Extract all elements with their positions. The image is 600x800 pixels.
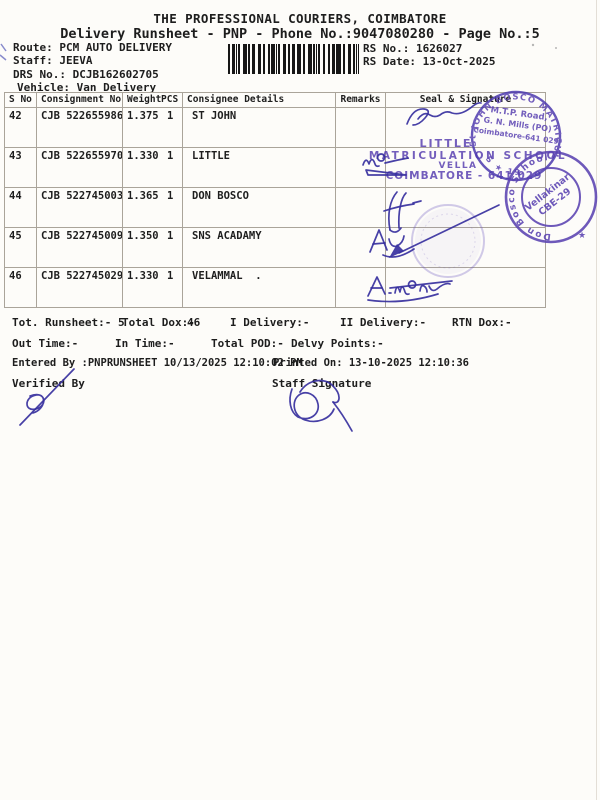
cell-consignee: LITTLE (182, 147, 336, 188)
vehicle-value: Van Delivery (76, 81, 157, 94)
cell-seal (385, 227, 546, 268)
document-subtitle: Delivery Runsheet - PNP - Phone No.:9047… (60, 26, 540, 42)
col-header-consignee: Consignee Details (182, 92, 336, 108)
rs-date-value: 13-Oct-2025 (422, 55, 496, 68)
rs-no-line: RS No.: 1626027 (363, 42, 462, 55)
cell-consignee: VELAMMAL . (182, 267, 336, 308)
cell-sno: 42 (4, 107, 37, 148)
cell-remarks (335, 147, 386, 188)
staff-value: JEEVA (59, 54, 93, 67)
col-header-consignment: Consignment No (36, 92, 123, 108)
out-time: Out Time:- (12, 337, 79, 350)
cell-weight-pcs: 1.365 1 (122, 187, 183, 228)
in-time: In Time:- (115, 337, 175, 350)
drs-label: DRS No.: (13, 68, 66, 81)
cell-weight-pcs: 1.330 1 (122, 147, 183, 188)
cell-consignment: CJB 522745009 (36, 227, 123, 268)
staff-line: Staff: JEEVA (13, 54, 93, 67)
i-delivery: I Delivery:- (230, 316, 310, 329)
table-row: 43 CJB 522655970 1.330 1 LITTLE (4, 147, 546, 188)
route-label: Route: (13, 41, 53, 54)
cell-seal (385, 267, 546, 308)
cell-weight: 1.350 (127, 230, 159, 242)
rs-no-label: RS No.: (363, 42, 410, 55)
cell-weight-pcs: 1.330 1 (122, 267, 183, 308)
col-header-pcs: PCS (161, 94, 179, 105)
runsheet-table: S No Consignment No WeightPCS Consignee … (4, 92, 546, 308)
cell-remarks (335, 187, 386, 228)
cell-weight-pcs: 1.350 1 (122, 227, 183, 268)
entered-by: Entered By :PNPRUNSHEET 10/13/2025 12:10… (12, 357, 303, 369)
route-value: PCM AUTO DELIVERY (59, 41, 172, 54)
cell-remarks (335, 227, 386, 268)
cell-consignee: DON BOSCO (182, 187, 336, 228)
printed-on: Printed On: 13-10-2025 12:10:36 (273, 357, 469, 369)
cell-pcs: 1 (167, 190, 174, 202)
don-bosco-star: ★ (578, 231, 586, 241)
rs-date-label: RS Date: (363, 55, 416, 68)
total-pod: Total POD:- (211, 337, 284, 350)
verified-by-label: Verified By (12, 377, 85, 390)
cell-pcs: 1 (167, 110, 174, 122)
cell-sno: 46 (4, 267, 37, 308)
cell-sno: 44 (4, 187, 37, 228)
table-row: 42 CJB 522655986 1.375 1 ST JOHN (4, 107, 546, 148)
drs-value: DCJB162602705 (72, 68, 159, 81)
cell-weight: 1.330 (127, 270, 159, 282)
cell-remarks (335, 267, 386, 308)
rs-no-value: 1626027 (415, 42, 463, 55)
table-row: 45 CJB 522745009 1.350 1 SNS ACADAMY (4, 227, 546, 268)
col-header-seal: Seal & Signature (385, 92, 546, 108)
vehicle-line: Vehicle: Van Delivery (17, 81, 156, 94)
table-row: 46 CJB 522745029 1.330 1 VELAMMAL . (4, 267, 546, 308)
table-row: 44 CJB 522745003 1.365 1 DON BOSCO (4, 187, 546, 228)
cell-pcs: 1 (167, 230, 174, 242)
col-header-weight-pcs: WeightPCS (122, 92, 183, 108)
cell-seal (385, 107, 546, 148)
ii-delivery: II Delivery:- (340, 316, 427, 329)
total-dox-value: 46 (187, 316, 201, 329)
cell-pcs: 1 (167, 150, 174, 162)
cell-weight-pcs: 1.375 1 (122, 107, 183, 148)
route-line: Route: PCM AUTO DELIVERY (13, 41, 172, 54)
cell-remarks (335, 107, 386, 148)
cell-seal (385, 187, 546, 228)
cell-consignment: CJB 522655970 (36, 147, 123, 188)
drs-line: DRS No.: DCJB162602705 (13, 68, 159, 81)
cell-consignee: ST JOHN (182, 107, 336, 148)
vehicle-label: Vehicle: (17, 81, 70, 94)
cell-sno: 43 (4, 147, 37, 188)
document-title: THE PROFESSIONAL COURIERS, COIMBATORE (153, 11, 447, 26)
cell-consignment: CJB 522745003 (36, 187, 123, 228)
cell-weight: 1.330 (127, 150, 159, 162)
cell-consignment: CJB 522655986 (36, 107, 123, 148)
total-runsheet: Tot. Runsheet:- 5 (12, 316, 125, 329)
total-dox-label: Total Dox:- (122, 316, 195, 329)
cell-weight: 1.365 (127, 190, 159, 202)
table-header-row: S No Consignment No WeightPCS Consignee … (4, 92, 546, 108)
col-header-sno: S No (4, 92, 37, 108)
staff-label: Staff: (13, 54, 53, 67)
col-header-remarks: Remarks (335, 92, 386, 108)
staff-signature-label: Staff Signature (272, 377, 372, 390)
scan-edge (596, 0, 597, 800)
cell-weight: 1.375 (127, 110, 159, 122)
rs-date-line: RS Date: 13-Oct-2025 (363, 55, 495, 68)
cell-sno: 45 (4, 227, 37, 268)
cell-pcs: 1 (167, 270, 174, 282)
col-header-weight: Weight (127, 94, 162, 105)
barcode (228, 44, 359, 74)
cell-seal (385, 147, 546, 188)
rtn-dox: RTN Dox:- (452, 316, 512, 329)
delvy-points: Delvy Points:- (291, 337, 384, 350)
cell-consignment: CJB 522745029 (36, 267, 123, 308)
cell-consignee: SNS ACADAMY (182, 227, 336, 268)
